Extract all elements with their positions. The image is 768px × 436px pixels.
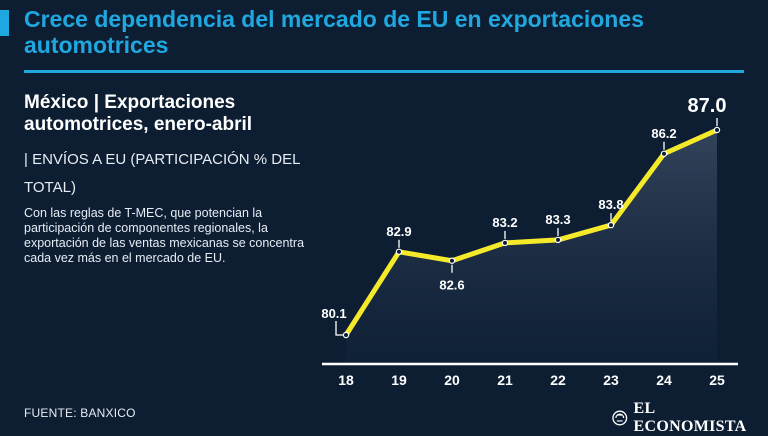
data-point (395, 248, 403, 256)
data-point (713, 126, 721, 134)
label-leader (335, 321, 343, 336)
x-tick-label: 18 (338, 372, 354, 388)
x-tick-label: 19 (391, 372, 407, 388)
series-line (343, 127, 720, 338)
data-label: 87.0 (688, 95, 727, 117)
x-tick-label: 21 (497, 372, 513, 388)
source-note: FUENTE: BANXICO (24, 406, 136, 420)
data-label: 86.2 (651, 126, 676, 141)
data-label: 83.2 (492, 215, 517, 230)
data-label: 80.1 (321, 306, 346, 321)
data-point (501, 239, 509, 247)
x-tick-label: 22 (550, 372, 566, 388)
data-label: 83.3 (545, 212, 570, 227)
chart-description: Con las reglas de T-MEC, que potencian l… (24, 206, 305, 265)
header-divider (24, 70, 744, 73)
x-tick-label: 20 (444, 372, 460, 388)
chart-subtitle: México | Exportaciones automotrices, ene… (24, 92, 253, 135)
x-tick-label: 24 (656, 372, 672, 388)
data-label: 82.6 (439, 278, 464, 293)
headline: Crece dependencia del mercado de EU en e… (24, 6, 644, 58)
x-tick-label: 23 (603, 372, 619, 388)
data-point (660, 150, 668, 157)
x-tick-label: 25 (709, 372, 725, 388)
brand-globe-icon (612, 410, 628, 426)
data-point (342, 331, 350, 339)
brand-logo: EL ECONOMISTA (612, 400, 768, 436)
unit-note: | ENVÍOS A EU (PARTICIPACIÓN % DEL TOTAL… (24, 151, 300, 196)
data-label: 83.8 (598, 197, 623, 212)
data-point (448, 257, 456, 264)
headline-accent-bar (0, 10, 9, 36)
brand-name: EL ECONOMISTA (633, 400, 747, 435)
data-point (554, 236, 562, 244)
data-label: 82.9 (386, 224, 411, 239)
data-point (607, 221, 615, 229)
series-area-fill (346, 130, 717, 363)
